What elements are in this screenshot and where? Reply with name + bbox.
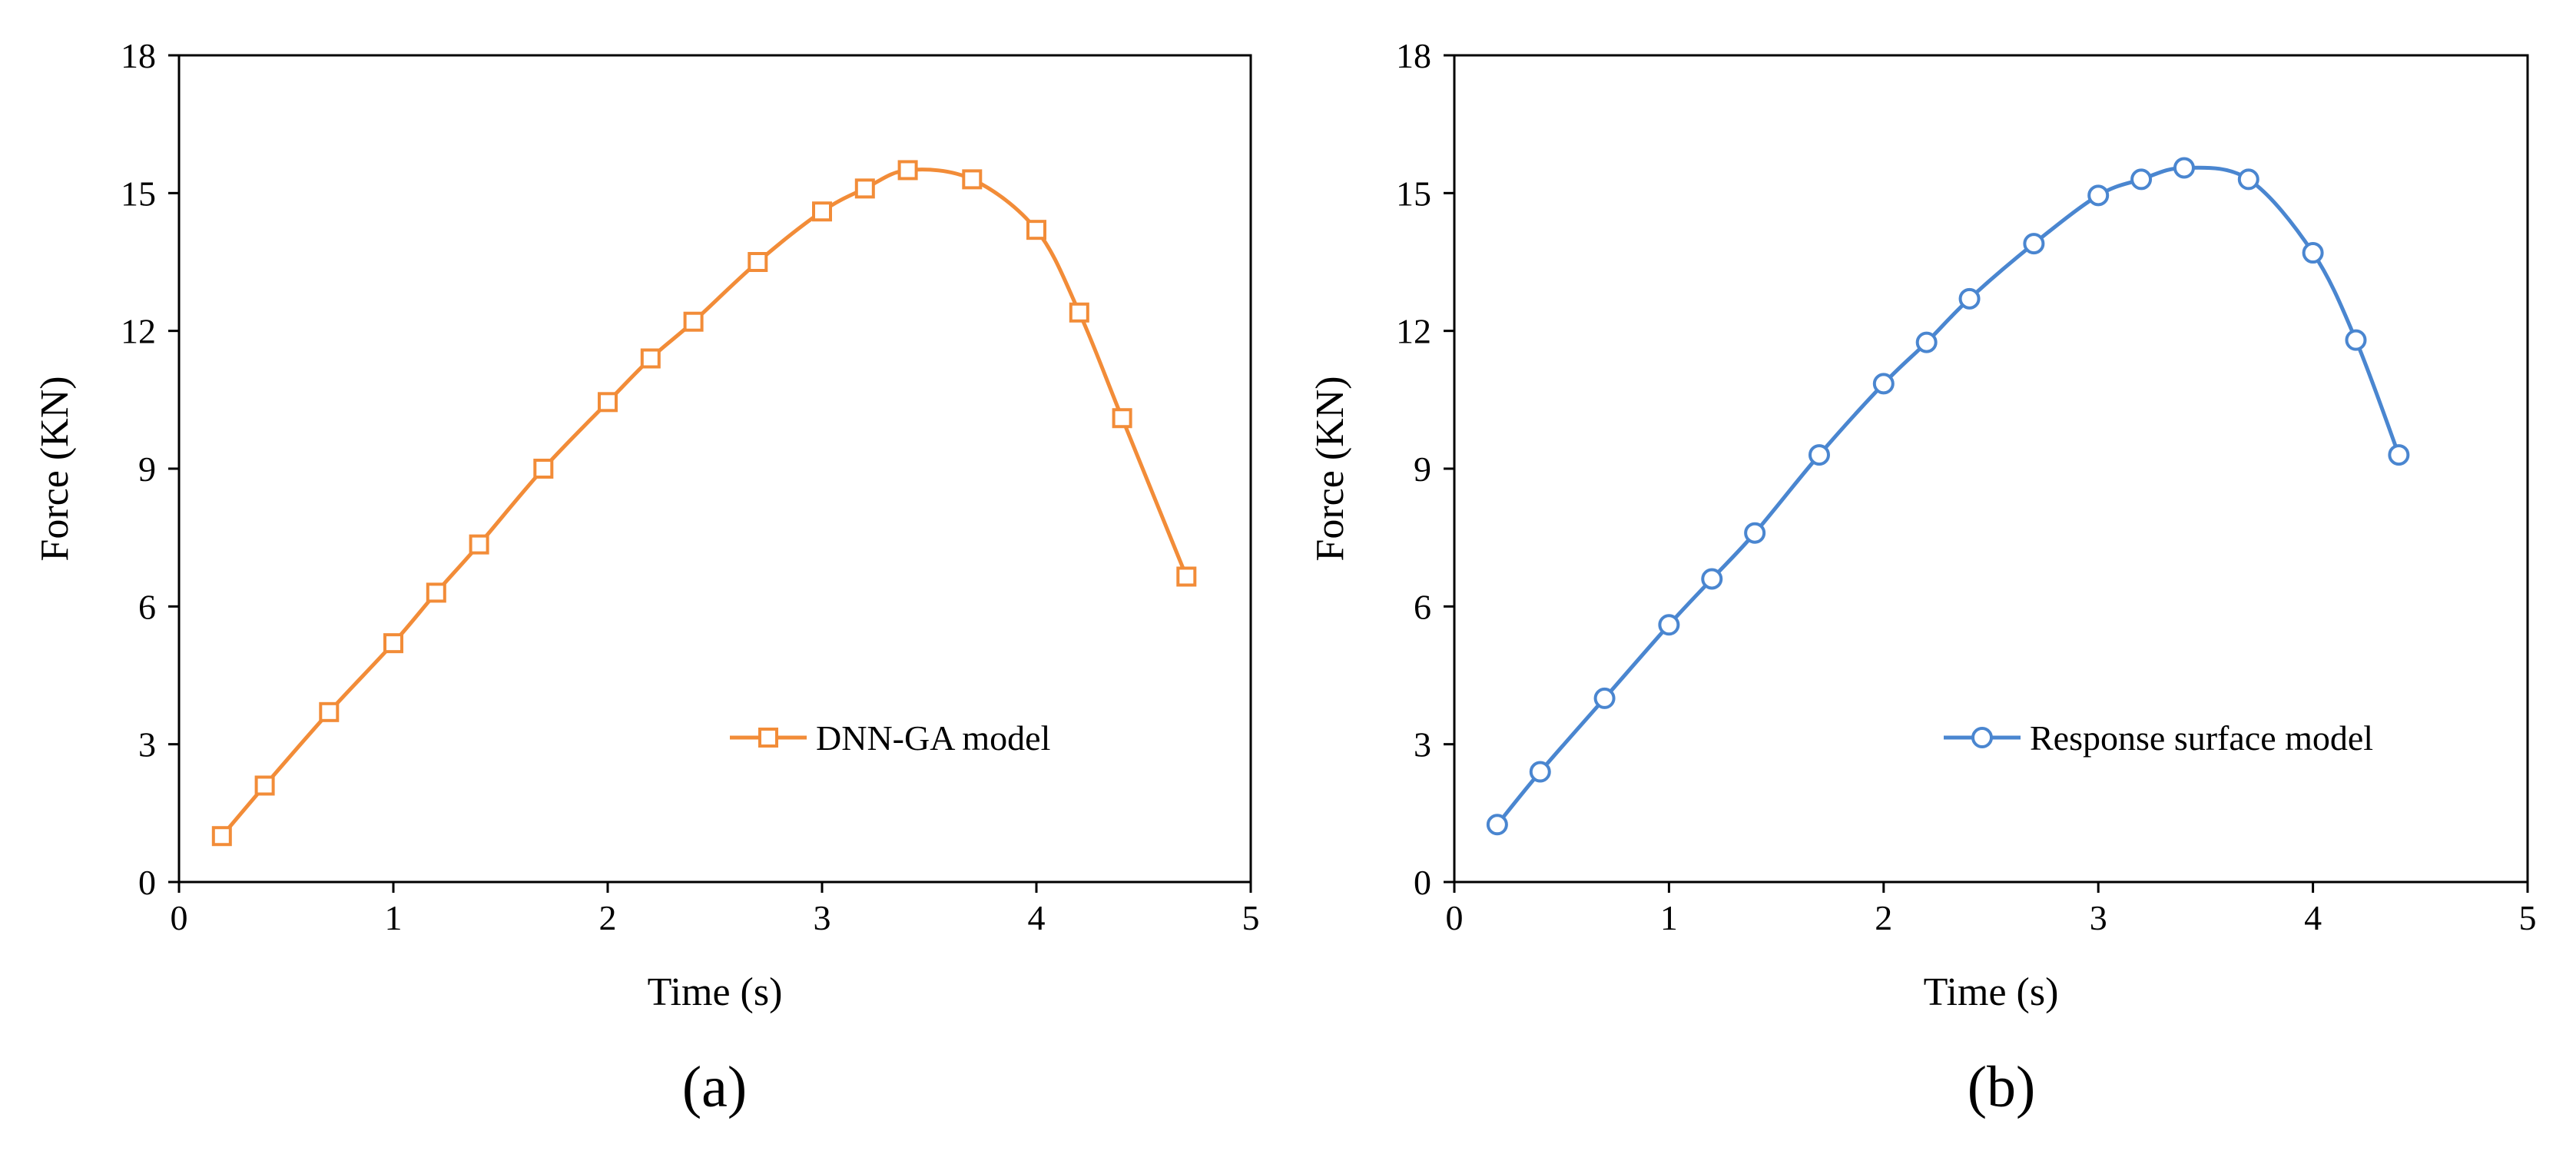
data-point [1658,614,1680,636]
y-tick-label: 18 [121,36,156,75]
y-tick-label: 6 [1414,587,1431,626]
legend-marker [1971,727,1993,748]
legend: Response surface model [1944,718,2373,758]
data-point [748,252,768,272]
legend-label: Response surface model [2030,718,2373,758]
x-tick-label: 2 [599,898,617,937]
data-point [1872,373,1895,395]
data-point [1069,302,1089,323]
data-point [598,392,618,413]
data-point [2302,242,2324,264]
legend: DNN-GA model [730,718,1050,758]
panel-label: (b) [1968,1055,2036,1119]
data-point [1701,568,1723,590]
x-tick-label: 1 [1660,898,1678,937]
y-tick-label: 9 [138,449,156,489]
legend-marker [758,728,778,748]
x-tick-label: 3 [814,898,831,937]
data-point [211,826,232,847]
x-tick-label: 5 [1242,898,1260,937]
x-tick-label: 4 [1028,898,1046,937]
y-axis-label: Force (KN) [33,376,77,561]
data-point [854,178,875,199]
y-tick-label: 18 [1396,36,1431,75]
data-point [683,311,704,332]
series-line [1495,165,2401,826]
plot-frame [177,54,1252,884]
data-point [1958,287,1981,310]
y-tick-label: 9 [1414,449,1431,489]
data-point [1176,566,1197,587]
y-tick-label: 15 [1396,174,1431,213]
x-tick-label: 0 [1446,898,1464,937]
data-point [1915,331,1938,353]
x-tick-label: 0 [171,898,188,937]
data-point [254,775,275,796]
y-tick-label: 15 [121,174,156,213]
data-point [1744,522,1766,544]
data-point [2388,444,2410,466]
legend-label: DNN-GA model [816,718,1050,758]
data-point [1808,444,1830,466]
x-tick-label: 1 [385,898,403,937]
y-tick-label: 3 [1414,725,1431,764]
x-tick-label: 5 [2519,898,2537,937]
x-tick-label: 4 [2304,898,2322,937]
data-point [1529,761,1551,783]
data-point [383,633,403,654]
data-point [2173,157,2195,179]
y-tick-label: 6 [138,587,156,626]
y-tick-label: 0 [1414,863,1431,902]
data-point [640,348,661,369]
x-tick-label: 2 [1875,898,1892,937]
data-point [2023,233,2045,255]
data-point [897,160,918,181]
data-point [2345,329,2367,351]
data-point [2130,168,2153,191]
y-tick-label: 3 [138,725,156,764]
data-point [1112,408,1132,429]
data-point [469,534,489,555]
data-point [962,169,983,190]
data-point [1026,220,1046,240]
x-axis-label: Time (s) [648,970,783,1014]
data-point [1486,814,1508,836]
data-point [2087,184,2110,207]
data-point [319,701,340,722]
data-point [426,582,446,603]
x-axis-label: Time (s) [1924,970,2059,1014]
y-axis-label: Force (KN) [1308,376,1352,561]
y-tick-label: 12 [1396,312,1431,351]
data-point [812,201,832,222]
data-point [533,459,554,479]
plot-frame [1453,54,2529,884]
panel-label: (a) [682,1055,747,1119]
data-point [2237,168,2259,191]
x-tick-label: 3 [2090,898,2107,937]
y-tick-label: 0 [138,863,156,902]
y-tick-label: 12 [121,312,156,351]
data-point [1593,687,1616,709]
